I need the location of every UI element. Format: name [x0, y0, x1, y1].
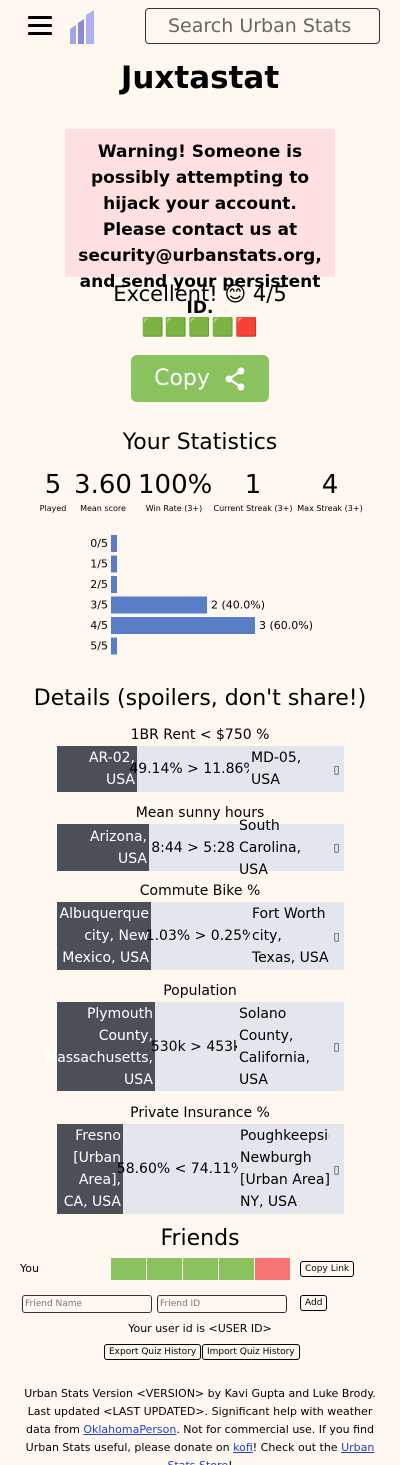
friends-you-row: You Copy Link — [0, 1258, 400, 1282]
histogram-category-label: 0/5 — [90, 537, 108, 550]
stat-max-streak: 4 Max Streak (3+) — [296, 470, 364, 513]
you-label: You — [20, 1262, 39, 1275]
result-square — [183, 1258, 218, 1280]
menu-icon[interactable] — [28, 16, 52, 36]
warning-banner: Warning! Someone is possibly attempting … — [65, 129, 335, 318]
stat-label: Win Rate (3+) — [145, 504, 203, 513]
histogram-category-label: 4/5 — [90, 619, 108, 632]
histogram-data-label: 2 (40.0%) — [211, 599, 265, 612]
region-b: South Carolina, USA — [237, 818, 329, 878]
question-title: Commute Bike % — [139, 883, 261, 899]
stat-label: Mean score — [80, 504, 126, 513]
question-title: Population — [163, 983, 237, 999]
friend-name-input[interactable] — [22, 1295, 152, 1313]
copy-link-button[interactable]: Copy Link — [300, 1261, 355, 1277]
result-square — [219, 1258, 254, 1280]
comparison-value: 58.60% < 74.11% — [117, 1124, 244, 1214]
comparison-value: 1.03% > 0.25% — [146, 902, 255, 970]
histogram-bar — [111, 535, 117, 552]
footer: Urban Stats Version <VERSION> by Kavi Gu… — [20, 1385, 380, 1465]
share-icon — [225, 367, 245, 390]
question-row: Albuquerque city, New Mexico, USA 1.03% … — [57, 902, 344, 970]
region-a: Plymouth County, Massachusetts, USA — [45, 1002, 155, 1091]
stat-value: 3.60 — [74, 470, 132, 500]
page-title: Juxtastat — [120, 60, 280, 96]
comparison-value: 8:44 > 5:28 — [149, 824, 237, 871]
stat-mean-score: 3.60 Mean score — [73, 470, 133, 513]
histogram-category-label: 2/5 — [90, 578, 108, 591]
stat-value: 5 — [44, 470, 62, 500]
region-b: MD-05, USA — [249, 746, 329, 792]
histogram-bar — [111, 617, 255, 634]
add-friend-button[interactable]: Add — [300, 1295, 328, 1311]
copy-button[interactable]: Copy — [131, 355, 269, 402]
footer-text: . Not for commercial use. If you find Ur… — [25, 1423, 375, 1454]
stat-played: 5 Played — [30, 470, 76, 513]
stat-value: 1 — [244, 470, 262, 500]
stat-current-streak: 1 Current Streak (3+) — [213, 470, 293, 513]
question-title: 1BR Rent < $750 % — [130, 727, 270, 743]
histogram-bar — [111, 596, 207, 614]
question-row: Arizona, USA 8:44 > 5:28 South Carolina,… — [57, 818, 344, 878]
question-title: Mean sunny hours — [135, 805, 265, 821]
friends-title: Friends — [160, 1226, 240, 1251]
copy-button-label: Copy — [154, 366, 210, 391]
question-row: AR-02, USA 49.14% > 11.86% MD-05, USA ▯ — [57, 746, 344, 792]
region-a: AR-02, USA — [57, 746, 137, 792]
region-b: Fort Worth city, Texas, USA — [250, 902, 329, 970]
search-input[interactable] — [145, 8, 380, 44]
result-square — [255, 1258, 290, 1280]
comparison-value: 530k > 453k — [151, 1002, 241, 1091]
info-icon[interactable]: ▯ — [329, 824, 344, 871]
header — [0, 0, 400, 52]
stat-value: 4 — [321, 470, 339, 500]
oklahomaperson-link[interactable]: OklahomaPerson — [83, 1423, 177, 1436]
info-icon[interactable]: ▯ — [329, 1124, 344, 1214]
histogram-bar — [111, 576, 117, 593]
stat-label: Max Streak (3+) — [297, 504, 363, 513]
question-title: Private Insurance % — [130, 1105, 270, 1121]
info-icon[interactable]: ▯ — [329, 902, 344, 970]
question-row: Fresno [Urban Area], CA, USA 58.60% < 74… — [57, 1124, 344, 1214]
histogram-bar — [111, 555, 117, 573]
info-icon[interactable]: ▯ — [329, 746, 344, 792]
region-b: Solano County, California, USA — [237, 1002, 329, 1091]
footer-text: Urban Stats Version <VERSION> by Kavi Gu… — [24, 1387, 376, 1436]
footer-text: ! Check out the — [252, 1441, 342, 1454]
score-text: Excellent! 😊 4/5 — [113, 282, 287, 306]
stat-win-rate: 100% Win Rate (3+) — [138, 470, 213, 513]
histogram-bar — [111, 637, 117, 655]
result-square — [111, 1258, 146, 1280]
stats-panel: 5 Played 3.60 Mean score 100% Win Rate (… — [0, 470, 400, 520]
stat-label: Current Streak (3+) — [213, 504, 293, 513]
stat-label: Played — [39, 504, 67, 513]
comparison-value: 49.14% > 11.86% — [129, 746, 257, 792]
details-title: Details (spoilers, don't share!) — [33, 686, 367, 711]
store-link[interactable]: Urban Stats Store — [167, 1441, 375, 1465]
user-id-text: Your user id is <USER ID> — [128, 1322, 272, 1335]
question-row: Plymouth County, Massachusetts, USA 530k… — [45, 1002, 344, 1091]
friend-id-input[interactable] — [157, 1295, 287, 1313]
region-a: Arizona, USA — [57, 824, 149, 871]
kofi-link[interactable]: kofi — [233, 1441, 253, 1454]
urban-stats-logo[interactable] — [68, 9, 96, 45]
region-a: Albuquerque city, New Mexico, USA — [57, 902, 151, 970]
stat-value: 100% — [138, 470, 213, 500]
histogram-category-label: 3/5 — [90, 599, 108, 612]
histogram-category-label: 5/5 — [90, 640, 108, 653]
histogram-category-label: 1/5 — [90, 558, 108, 571]
histogram-data-label: 3 (60.0%) — [259, 619, 313, 632]
region-a: Fresno [Urban Area], CA, USA — [57, 1124, 123, 1214]
export-history-button[interactable]: Export Quiz History — [104, 1344, 202, 1360]
score-histogram: 0/5 1/5 2/5 3/5 2 (40.0%) 4/5 3 (60.0%) 5/5 — [90, 535, 313, 655]
result-square — [147, 1258, 182, 1280]
footer-text: ! — [228, 1459, 232, 1465]
import-history-button[interactable]: Import Quiz History — [202, 1344, 300, 1360]
stats-title: Your Statistics — [122, 430, 278, 455]
result-emoji: 🟩🟩🟩🟩🟥 — [141, 317, 259, 338]
info-icon[interactable]: ▯ — [329, 1002, 344, 1091]
region-b: Poughkeepsie-Newburgh [Urban Area], NY, … — [238, 1124, 342, 1214]
